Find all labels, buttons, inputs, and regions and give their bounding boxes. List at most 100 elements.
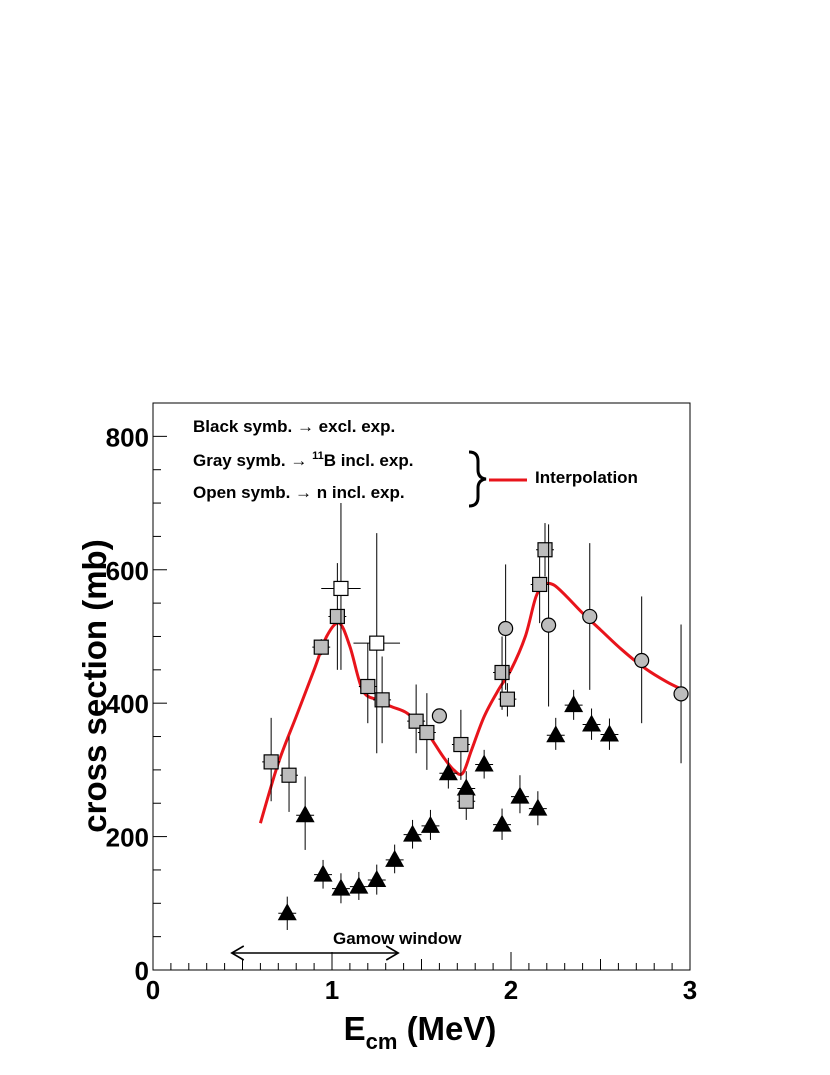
- data-point: [328, 563, 347, 670]
- marker-triangle: [403, 824, 423, 842]
- data-point: [431, 708, 447, 724]
- marker-triangle: [492, 814, 512, 832]
- data-point: [417, 693, 436, 770]
- data-point: [407, 684, 426, 754]
- data-point: [280, 736, 298, 812]
- data-point: [331, 873, 351, 904]
- marker-gray-square: [263, 754, 279, 770]
- x-tick-label: 2: [504, 975, 518, 1005]
- data-point: [673, 624, 689, 764]
- marker-triangle: [528, 798, 548, 816]
- marker-gray-square: [313, 639, 329, 655]
- data-point: [451, 709, 470, 780]
- data-point: [321, 503, 361, 670]
- marker-triangle: [295, 805, 315, 823]
- x-tick-label: 1: [325, 975, 339, 1005]
- marker-triangle: [349, 876, 369, 894]
- marker-gray-square: [453, 736, 469, 753]
- x-tick-label: 0: [146, 975, 160, 1005]
- x-axis-label: Ecm (MeV): [344, 1010, 497, 1054]
- gamow-label: Gamow window: [333, 929, 462, 948]
- data-point: [438, 757, 458, 789]
- marker-gray-square: [360, 678, 376, 695]
- data-point: [353, 533, 401, 754]
- data-point: [295, 776, 315, 850]
- marker-gray-square: [419, 724, 435, 741]
- axes: 0 200 400 600 800 0 1 2 3: [106, 422, 698, 1005]
- data-point: [582, 543, 598, 690]
- marker-open-square: [333, 580, 349, 597]
- interpolation-line: [258, 581, 684, 824]
- interpolation-curve: [258, 581, 684, 824]
- marker-gray-square: [537, 542, 553, 558]
- marker-gray-circle: [431, 708, 447, 724]
- marker-gray-circle: [498, 620, 514, 637]
- marker-triangle: [546, 725, 566, 743]
- marker-triangle: [564, 695, 584, 713]
- data-point: [262, 717, 281, 802]
- marker-gray-square: [408, 713, 424, 729]
- marker-gray-circle: [634, 652, 650, 669]
- marker-open-square: [369, 635, 385, 651]
- marker-gray-square: [374, 692, 390, 708]
- data-point: [313, 859, 333, 889]
- data-point: [492, 808, 512, 840]
- y-tick-label: 600: [106, 556, 149, 586]
- data-point: [385, 844, 405, 874]
- data-point: [358, 643, 377, 724]
- data-point: [510, 775, 530, 814]
- marker-gray-square: [458, 793, 474, 809]
- marker-triangle: [385, 849, 405, 867]
- data-markers: [262, 503, 689, 930]
- y-tick-label: 800: [106, 422, 149, 452]
- marker-triangle: [331, 878, 351, 896]
- data-point: [498, 683, 517, 717]
- marker-gray-square: [494, 664, 510, 681]
- x-tick-label: 3: [683, 975, 697, 1005]
- data-point: [498, 564, 514, 690]
- y-tick-label: 0: [135, 956, 149, 986]
- y-axis-label: cross section (mb): [76, 539, 113, 832]
- data-point: [599, 718, 619, 750]
- gamow-window: Gamow window: [230, 929, 462, 961]
- data-point: [540, 524, 557, 707]
- data-point: [367, 864, 387, 895]
- data-point: [528, 791, 548, 826]
- legend: Black symb. → excl. exp. Gray symb. → 11…: [193, 417, 638, 508]
- marker-triangle: [510, 786, 530, 804]
- data-point: [312, 639, 331, 656]
- legend-gray: Gray symb. → 11B incl. exp.: [193, 450, 413, 470]
- marker-triangle: [277, 903, 297, 921]
- marker-triangle: [438, 763, 458, 781]
- data-point: [582, 708, 602, 740]
- y-tick-label: 200: [106, 823, 149, 853]
- marker-triangle: [474, 754, 494, 772]
- data-point: [349, 871, 369, 900]
- marker-gray-square: [532, 576, 548, 593]
- gamow-arrow-head-left: [230, 945, 245, 961]
- marker-gray-square: [499, 691, 516, 707]
- y-tick-label: 400: [106, 689, 149, 719]
- legend-black: Black symb. → excl. exp.: [193, 417, 395, 436]
- data-point: [536, 523, 554, 577]
- data-point: [474, 749, 494, 779]
- data-point: [546, 717, 566, 750]
- legend-open: Open symb. → n incl. exp.: [193, 483, 405, 502]
- marker-gray-circle: [673, 686, 689, 702]
- marker-triangle: [420, 815, 440, 833]
- marker-triangle: [367, 869, 387, 887]
- data-point: [564, 689, 584, 720]
- marker-gray-circle: [540, 617, 557, 633]
- marker-gray-square: [329, 608, 345, 625]
- gamow-arrow-head-right: [385, 945, 400, 961]
- marker-triangle: [313, 864, 333, 882]
- legend-interpolation-label: Interpolation: [535, 468, 638, 487]
- data-point: [403, 819, 423, 849]
- data-point: [277, 896, 297, 930]
- data-point: [457, 781, 476, 820]
- data-point: [420, 809, 440, 840]
- data-point: [373, 656, 392, 744]
- legend-brace: [468, 450, 487, 508]
- marker-triangle: [599, 724, 619, 742]
